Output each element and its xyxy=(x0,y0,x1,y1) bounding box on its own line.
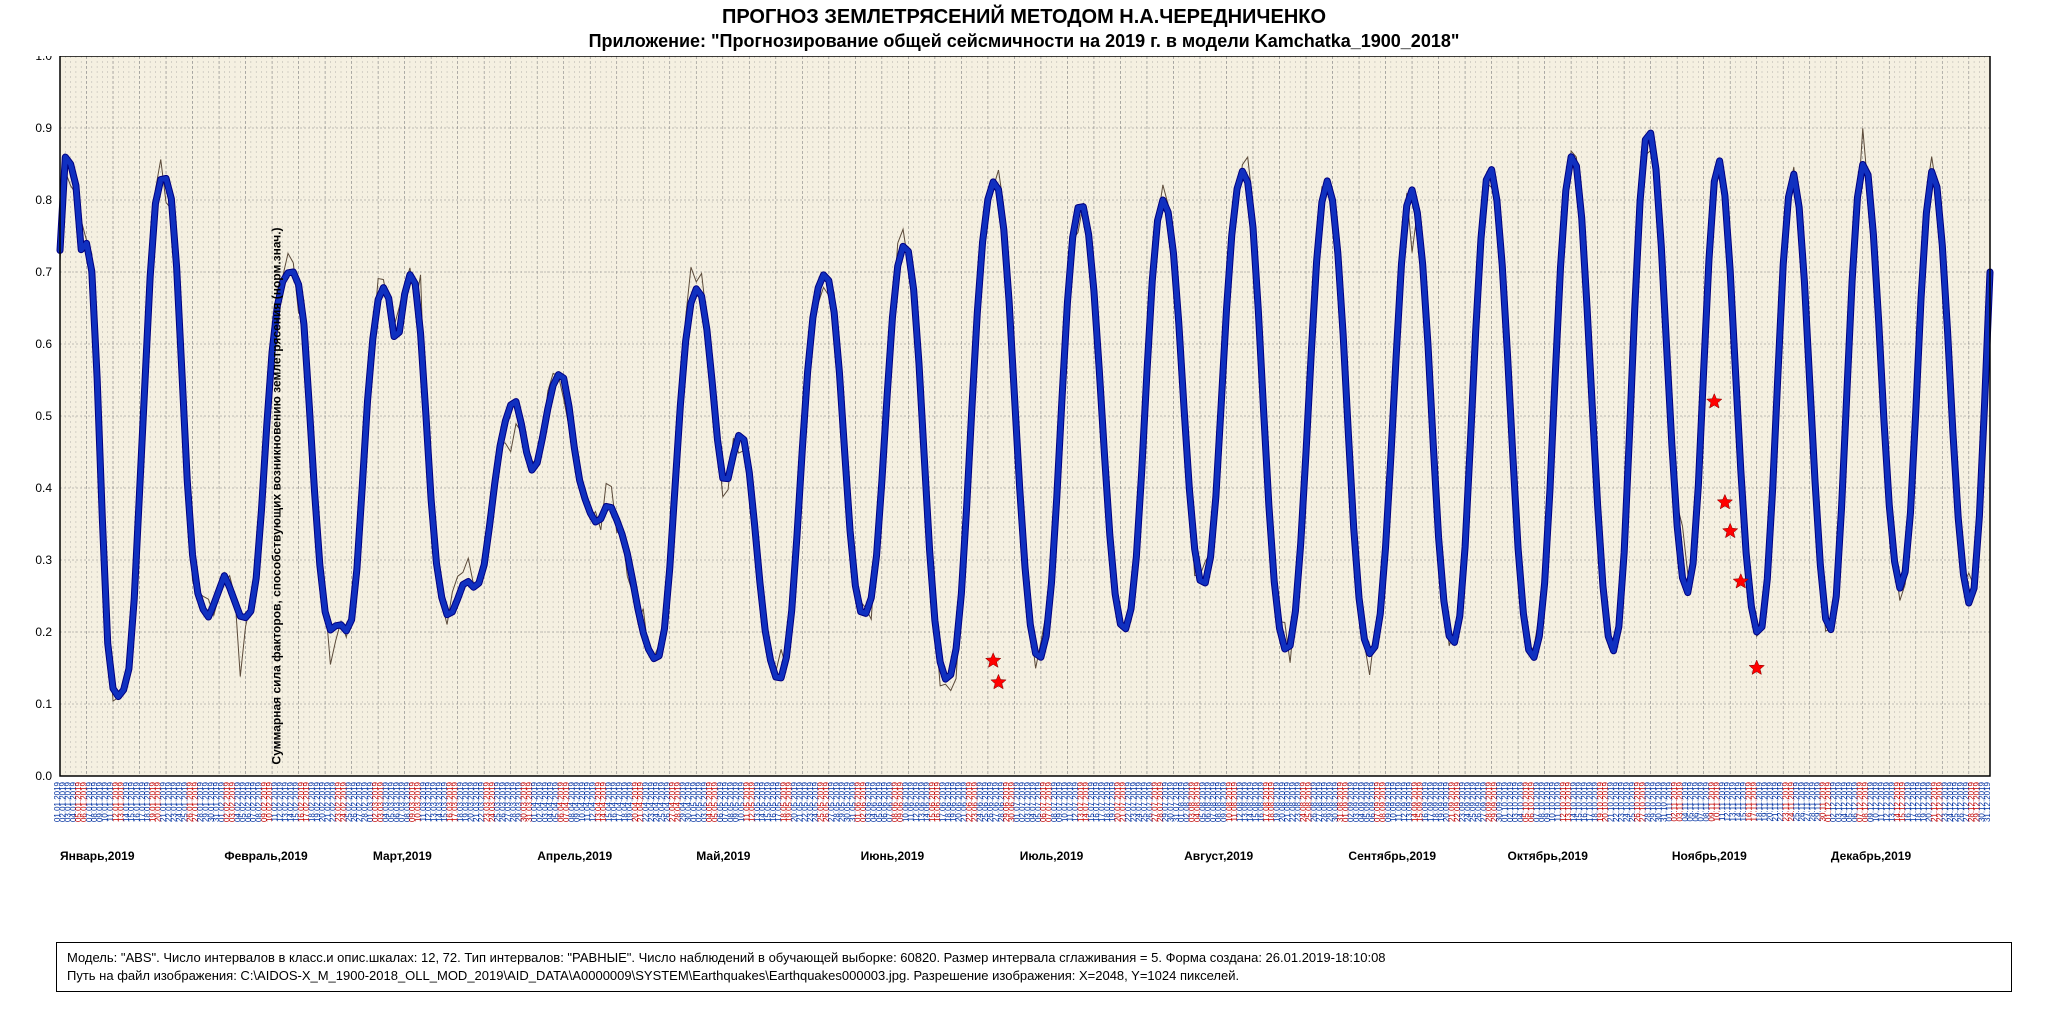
svg-text:Февраль,2019: Февраль,2019 xyxy=(224,849,308,863)
title-sub: Приложение: "Прогнозирование общей сейсм… xyxy=(0,31,2048,52)
svg-text:Ноябрь,2019: Ноябрь,2019 xyxy=(1672,849,1747,863)
svg-text:0.4: 0.4 xyxy=(35,481,52,495)
title-main: ПРОГНОЗ ЗЕМЛЕТРЯСЕНИЙ МЕТОДОМ Н.А.ЧЕРЕДН… xyxy=(0,6,2048,29)
svg-text:0.8: 0.8 xyxy=(35,193,52,207)
svg-text:Август,2019: Август,2019 xyxy=(1184,849,1253,863)
svg-text:0.7: 0.7 xyxy=(35,265,52,279)
svg-text:Май,2019: Май,2019 xyxy=(696,849,751,863)
chart-area: Суммарная сила факторов, способствующих … xyxy=(10,56,2038,936)
footer-line-1: Модель: "ABS". Число интервалов в класс.… xyxy=(67,949,2001,967)
svg-text:Март,2019: Март,2019 xyxy=(373,849,432,863)
chart-svg: 0.00.10.20.30.40.50.60.70.80.91.001.01.2… xyxy=(10,56,2010,936)
svg-text:Июнь,2019: Июнь,2019 xyxy=(861,849,925,863)
svg-text:Сентябрь,2019: Сентябрь,2019 xyxy=(1348,849,1436,863)
svg-text:Январь,2019: Январь,2019 xyxy=(60,849,135,863)
svg-text:0.5: 0.5 xyxy=(35,409,52,423)
svg-text:0.3: 0.3 xyxy=(35,553,52,567)
svg-text:31.12.2019: 31.12.2019 xyxy=(1983,781,1992,822)
svg-text:0.0: 0.0 xyxy=(35,769,52,783)
svg-text:Июль,2019: Июль,2019 xyxy=(1020,849,1084,863)
svg-text:Декабрь,2019: Декабрь,2019 xyxy=(1831,849,1912,863)
footer-line-2: Путь на файл изображения: C:\AIDOS-X_M_1… xyxy=(67,967,2001,985)
svg-text:1.0: 1.0 xyxy=(35,56,52,63)
svg-text:Апрель,2019: Апрель,2019 xyxy=(537,849,612,863)
svg-text:Октябрь,2019: Октябрь,2019 xyxy=(1508,849,1589,863)
svg-text:0.9: 0.9 xyxy=(35,121,52,135)
svg-text:0.2: 0.2 xyxy=(35,625,52,639)
svg-text:0.6: 0.6 xyxy=(35,337,52,351)
y-axis-label: Суммарная сила факторов, способствующих … xyxy=(270,227,284,764)
footer-box: Модель: "ABS". Число интервалов в класс.… xyxy=(56,942,2012,992)
svg-text:0.1: 0.1 xyxy=(35,697,52,711)
